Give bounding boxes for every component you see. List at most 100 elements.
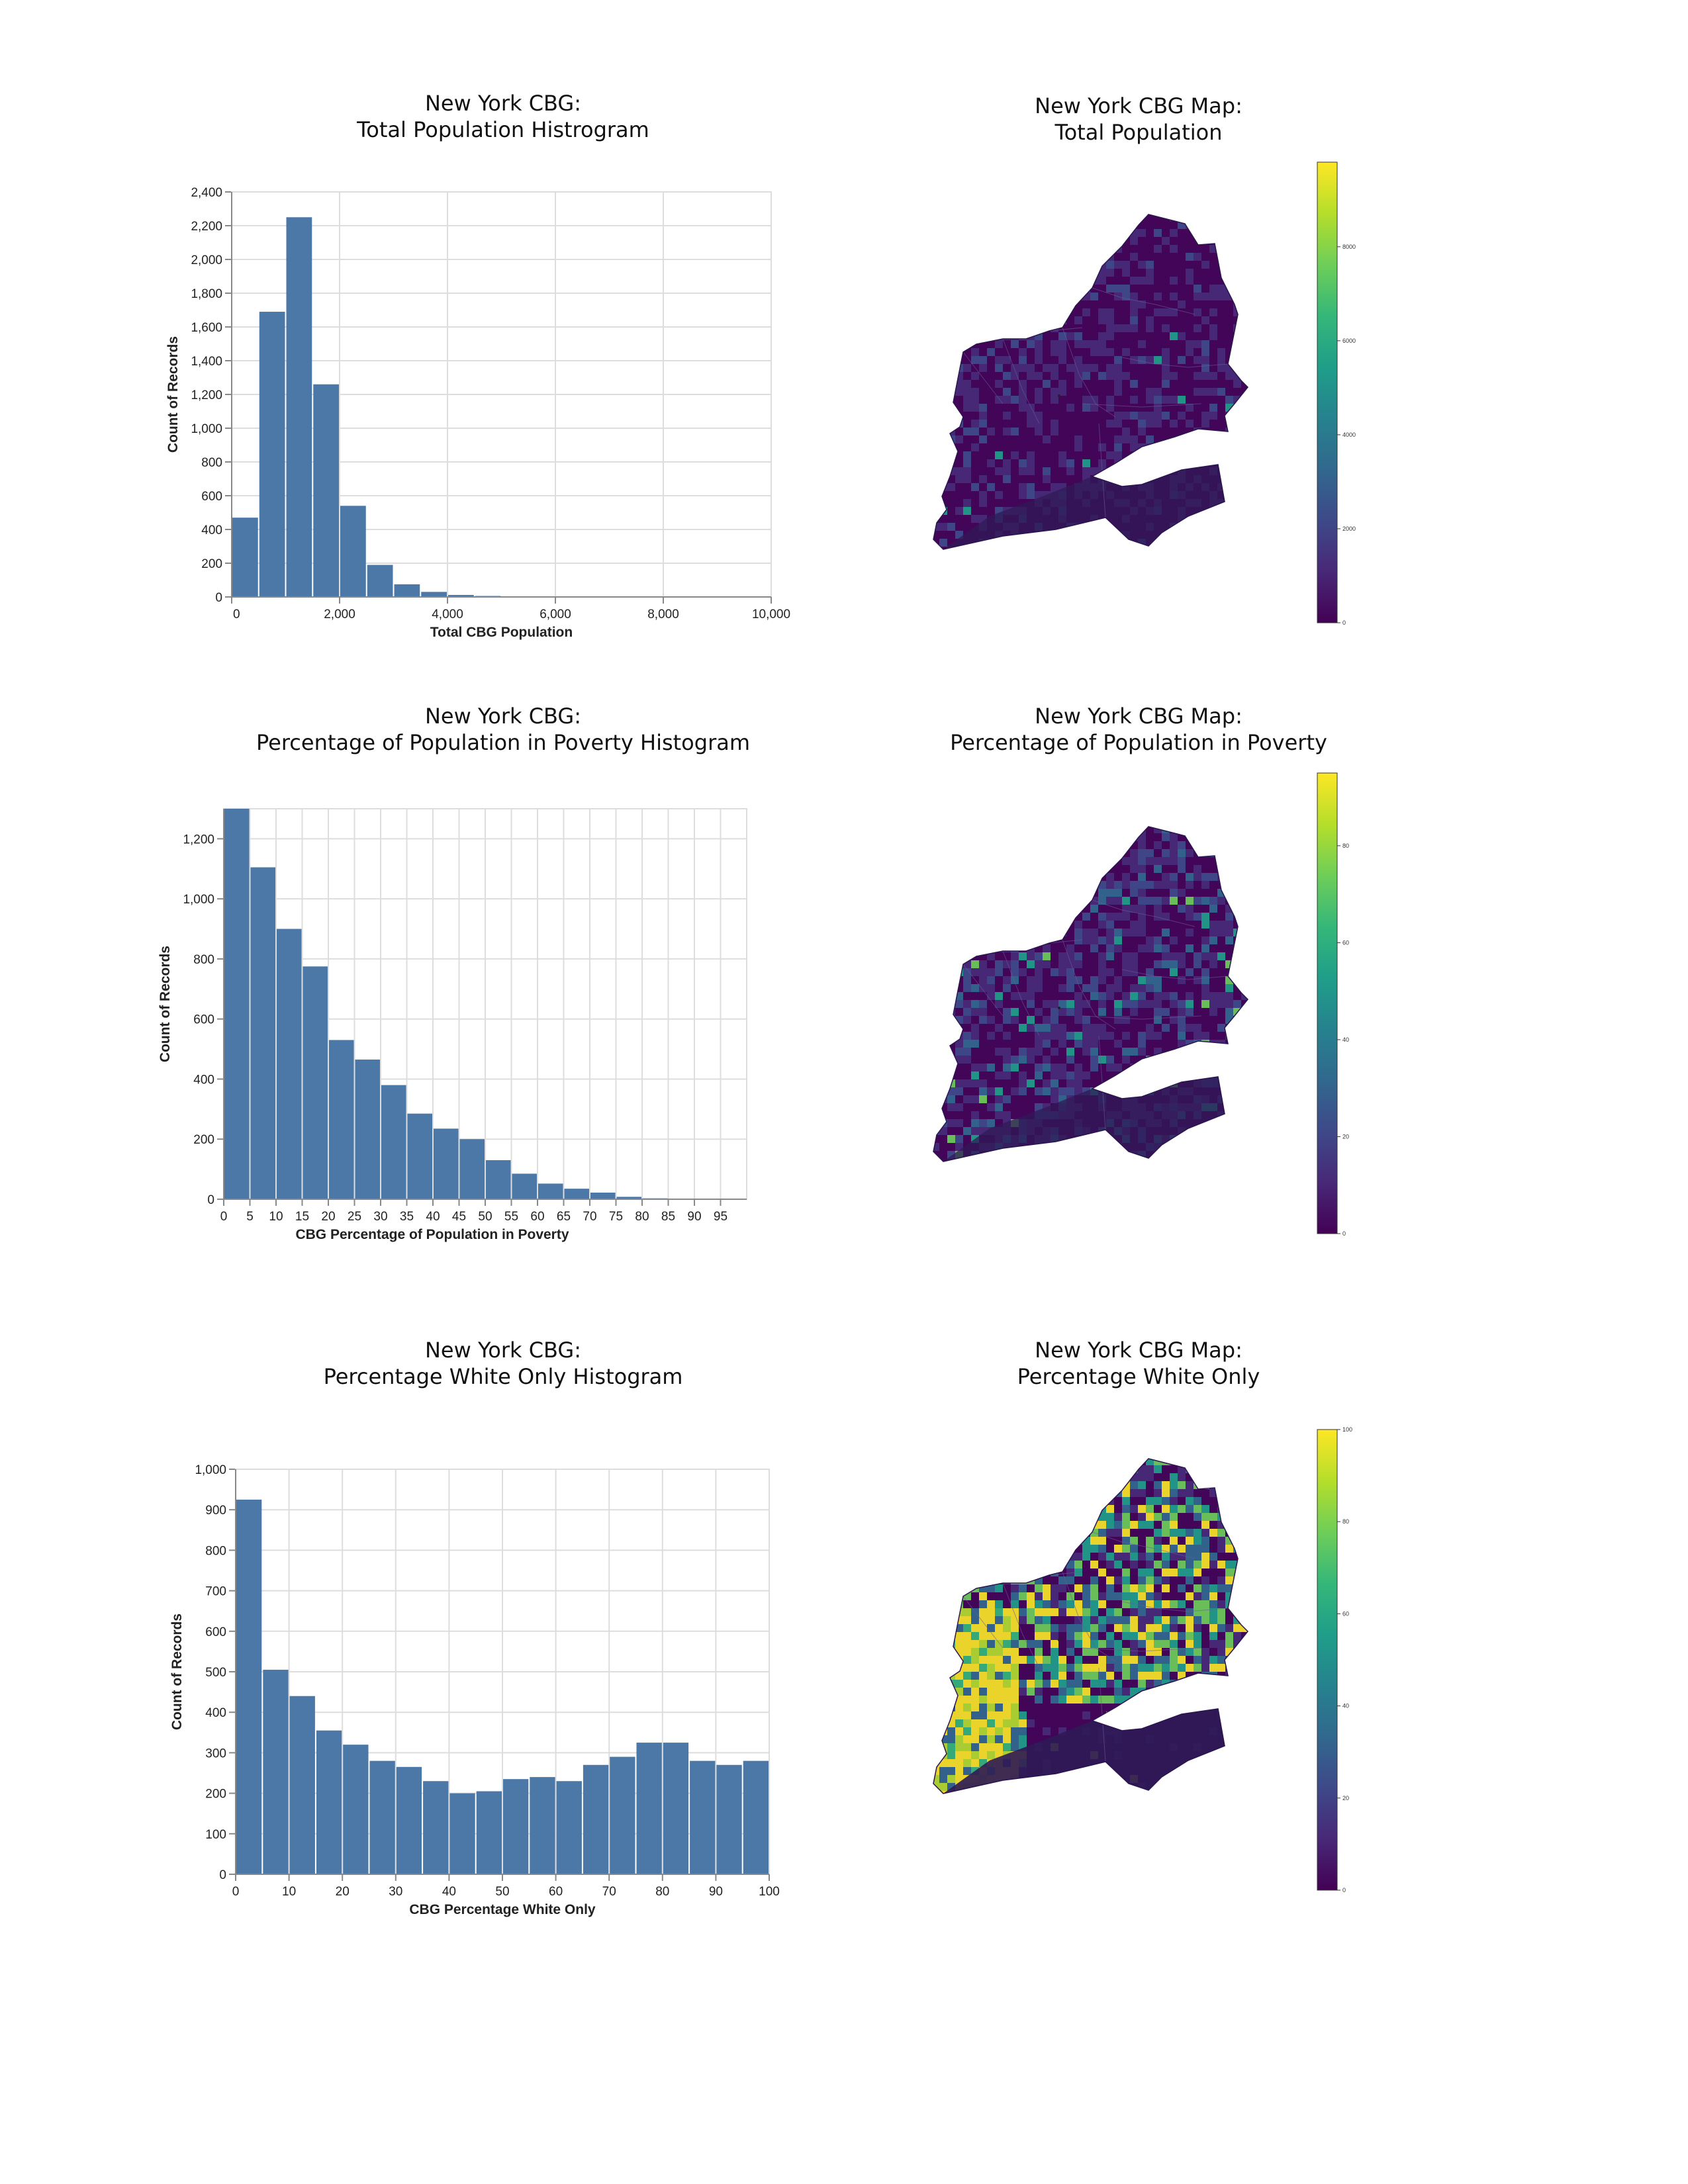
map-tract: [923, 833, 931, 841]
map-tract: [1138, 475, 1146, 483]
map-tract: [1082, 229, 1090, 237]
map-tract: [1082, 1569, 1090, 1576]
map-tract: [1225, 539, 1233, 547]
map-tract: [1146, 1071, 1154, 1079]
map-tract: [1217, 1016, 1225, 1024]
map-tract: [1225, 491, 1233, 499]
map-tract: [1051, 976, 1058, 984]
map-tract: [1058, 380, 1066, 388]
map-tract: [1011, 253, 1019, 261]
map-tract: [1186, 857, 1194, 865]
map-tract: [939, 1135, 947, 1143]
map-tract: [1019, 420, 1027, 428]
map-tract: [1146, 1584, 1154, 1592]
map-tract: [955, 285, 963, 293]
map-tract: [1241, 1048, 1248, 1056]
map-tract: [1194, 523, 1201, 531]
map-tract: [939, 865, 947, 873]
map-tract: [1138, 897, 1146, 905]
map-tract: [1146, 372, 1154, 380]
map-tract: [979, 380, 987, 388]
map-tract: [1019, 483, 1027, 491]
map-tract: [1106, 984, 1114, 992]
map-tract: [1194, 380, 1201, 388]
map-tract: [923, 539, 931, 547]
map-tract: [971, 1048, 979, 1056]
x-axis-title: CBG Percentage of Population in Poverty: [295, 1227, 569, 1242]
map-tract: [1186, 1584, 1194, 1592]
histogram-bar: [232, 518, 258, 597]
map-tract: [1201, 1529, 1209, 1537]
map-tract: [1082, 1513, 1090, 1521]
map-tract: [1194, 1576, 1201, 1584]
map-tract: [1178, 897, 1186, 905]
map-tract: [1194, 984, 1201, 992]
map-tract: [923, 1087, 931, 1095]
map-tract: [1178, 1497, 1186, 1505]
map-tract: [971, 833, 979, 841]
map-tract: [1249, 1465, 1257, 1473]
map-tract: [971, 547, 979, 549]
map-tract: [1146, 261, 1154, 269]
borough-boundary: [1082, 403, 1202, 408]
map-tract: [1241, 1584, 1248, 1592]
map-tract: [1225, 1521, 1233, 1529]
map-tract: [1233, 1459, 1241, 1465]
map-tract: [933, 547, 939, 549]
map-tract: [1130, 1497, 1138, 1505]
map-tract: [1027, 881, 1035, 889]
map-tract: [933, 1497, 939, 1505]
histogram-bar: [590, 1193, 616, 1199]
map-tract: [1249, 356, 1257, 364]
map-tract: [1051, 1032, 1058, 1040]
map-tract: [1162, 1032, 1170, 1040]
map-tract: [1066, 221, 1074, 229]
map-tract: [1051, 1473, 1058, 1481]
map-tract: [1241, 475, 1248, 483]
map-tract: [1027, 913, 1035, 921]
map-tract: [971, 1561, 979, 1569]
map-tract: [971, 857, 979, 865]
map-tract: [963, 1024, 971, 1032]
map-tract: [1249, 475, 1257, 483]
map-tract: [947, 1529, 955, 1537]
map-tract: [963, 1521, 971, 1529]
map-tract: [1035, 269, 1043, 277]
map-tract: [1011, 539, 1019, 547]
map-tract: [923, 277, 931, 285]
map-tract: [963, 1569, 971, 1576]
map-tract: [1249, 420, 1257, 428]
map-tract: [1058, 833, 1066, 841]
map-tract: [1027, 420, 1035, 428]
map-tract: [1027, 1087, 1035, 1095]
map-tract: [1170, 1449, 1178, 1457]
map-tract: [1138, 1600, 1146, 1608]
map-tract: [1194, 396, 1201, 404]
map-tract: [1194, 245, 1201, 253]
map-tract: [1209, 515, 1217, 523]
map-tract: [1146, 420, 1154, 428]
map-tract: [1122, 889, 1130, 897]
map-tract: [1066, 467, 1074, 475]
map-tract: [1178, 1064, 1186, 1071]
map-tract: [995, 459, 1003, 467]
map-tract: [1035, 1151, 1043, 1159]
map-tract: [1003, 300, 1011, 308]
map-tract: [1225, 936, 1233, 944]
map-tract: [1186, 1489, 1194, 1497]
map-tract: [947, 921, 955, 929]
map-tract: [1201, 324, 1209, 332]
map-tract: [939, 857, 947, 865]
map-tract: [987, 1071, 995, 1079]
map-tract: [1201, 976, 1209, 984]
map-tract: [955, 1553, 963, 1561]
map-tract: [1114, 221, 1122, 229]
map-tract: [1201, 340, 1209, 348]
map-tract: [963, 1048, 971, 1056]
map-tract: [1098, 253, 1106, 261]
map-tract: [1146, 913, 1154, 921]
map-tract: [1066, 1071, 1074, 1079]
map-tract: [939, 1481, 947, 1489]
map-tract: [1201, 547, 1209, 549]
map-tract: [1066, 1561, 1074, 1569]
